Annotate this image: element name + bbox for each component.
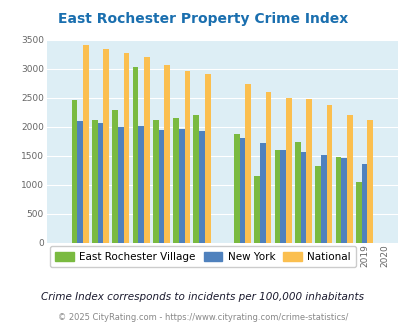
Bar [367,120,372,243]
Bar [193,115,199,243]
Bar [286,98,291,243]
Bar [144,57,149,243]
Bar [234,134,239,243]
Bar [158,130,164,243]
Bar [205,74,210,243]
Bar [199,131,205,243]
Bar [83,45,89,243]
Bar [153,119,158,243]
Bar [239,138,245,243]
Bar [355,182,361,243]
Bar [98,123,103,243]
Bar [361,164,367,243]
Bar [306,99,311,243]
Bar [265,92,271,243]
Bar [254,177,260,243]
Bar [245,84,251,243]
Bar [92,119,98,243]
Bar [184,71,190,243]
Bar [300,151,306,243]
Bar [274,150,280,243]
Bar [124,53,129,243]
Bar [179,129,184,243]
Bar [112,110,118,243]
Bar [280,150,286,243]
Bar [341,158,346,243]
Text: East Rochester Property Crime Index: East Rochester Property Crime Index [58,12,347,25]
Bar [335,157,341,243]
Bar [260,143,265,243]
Bar [77,121,83,243]
Bar [72,100,77,243]
Bar [118,127,124,243]
Bar [138,126,144,243]
Bar [294,142,300,243]
Bar [326,105,332,243]
Legend: East Rochester Village, New York, National: East Rochester Village, New York, Nation… [49,247,356,267]
Bar [315,166,320,243]
Bar [164,65,170,243]
Bar [132,67,138,243]
Text: © 2025 CityRating.com - https://www.cityrating.com/crime-statistics/: © 2025 CityRating.com - https://www.city… [58,313,347,322]
Text: Crime Index corresponds to incidents per 100,000 inhabitants: Crime Index corresponds to incidents per… [41,292,364,302]
Bar [320,155,326,243]
Bar [103,49,109,243]
Bar [346,115,352,243]
Bar [173,118,179,243]
